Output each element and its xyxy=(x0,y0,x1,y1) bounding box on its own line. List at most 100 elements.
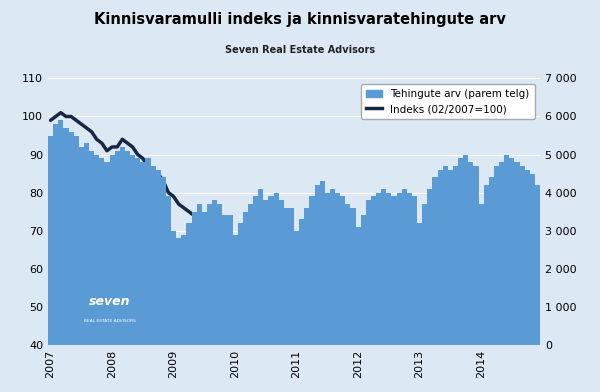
Bar xyxy=(64,128,68,345)
Bar xyxy=(181,234,187,345)
Bar xyxy=(94,154,99,345)
Bar xyxy=(207,204,212,345)
Bar xyxy=(320,181,325,345)
Bar xyxy=(99,158,104,345)
Bar xyxy=(417,223,422,345)
Bar xyxy=(155,170,161,345)
Bar xyxy=(494,166,499,345)
Bar xyxy=(289,208,294,345)
Bar xyxy=(187,223,191,345)
Bar xyxy=(443,166,448,345)
Bar xyxy=(48,136,53,345)
Bar xyxy=(294,231,299,345)
Bar xyxy=(463,154,468,345)
Bar xyxy=(233,234,238,345)
Bar xyxy=(371,196,376,345)
Bar xyxy=(514,162,520,345)
Bar xyxy=(202,212,207,345)
Bar xyxy=(489,178,494,345)
Text: REAL ESTATE ADVISORS: REAL ESTATE ADVISORS xyxy=(83,319,136,323)
Bar xyxy=(366,200,371,345)
Bar xyxy=(335,192,340,345)
Bar xyxy=(166,196,171,345)
Bar xyxy=(222,216,227,345)
Bar xyxy=(340,196,345,345)
Bar xyxy=(468,162,473,345)
Bar xyxy=(509,158,514,345)
Bar xyxy=(473,166,479,345)
Bar xyxy=(407,192,412,345)
Bar xyxy=(453,166,458,345)
Bar xyxy=(284,208,289,345)
Text: Kinnisvaramulli indeks ja kinnisvaratehingute arv: Kinnisvaramulli indeks ja kinnisvaratehi… xyxy=(94,12,506,27)
Bar xyxy=(381,189,386,345)
Bar xyxy=(68,132,74,345)
Bar xyxy=(299,219,304,345)
Bar xyxy=(304,208,310,345)
Bar xyxy=(376,192,381,345)
Bar xyxy=(238,223,243,345)
Bar xyxy=(458,158,463,345)
Bar xyxy=(84,143,89,345)
Bar xyxy=(268,196,274,345)
Bar xyxy=(227,216,233,345)
Bar xyxy=(361,216,366,345)
Bar xyxy=(330,189,335,345)
Bar xyxy=(448,170,453,345)
Bar xyxy=(325,192,330,345)
Bar xyxy=(79,147,84,345)
Bar xyxy=(484,185,489,345)
Bar xyxy=(135,158,140,345)
Bar xyxy=(386,192,391,345)
Bar xyxy=(243,212,248,345)
Bar xyxy=(504,154,509,345)
Bar xyxy=(145,158,151,345)
Bar xyxy=(104,162,110,345)
Bar xyxy=(350,208,355,345)
Bar xyxy=(274,192,278,345)
Bar xyxy=(120,147,125,345)
Bar xyxy=(140,162,145,345)
Bar xyxy=(391,196,397,345)
Bar xyxy=(412,196,417,345)
Bar xyxy=(248,204,253,345)
Bar xyxy=(314,185,320,345)
Bar xyxy=(524,170,530,345)
Bar xyxy=(345,204,350,345)
Bar xyxy=(217,204,222,345)
Bar xyxy=(535,185,540,345)
Bar xyxy=(197,204,202,345)
Bar xyxy=(427,189,433,345)
Bar xyxy=(89,151,94,345)
Bar xyxy=(520,166,524,345)
Bar xyxy=(263,200,268,345)
Bar xyxy=(151,166,155,345)
Bar xyxy=(125,151,130,345)
Bar xyxy=(437,170,443,345)
Bar xyxy=(355,227,361,345)
Legend: Tehingute arv (parem telg), Indeks (02/2007=100): Tehingute arv (parem telg), Indeks (02/2… xyxy=(361,83,535,119)
Bar xyxy=(110,154,115,345)
Bar xyxy=(171,231,176,345)
Bar xyxy=(422,204,427,345)
Bar xyxy=(161,178,166,345)
Bar xyxy=(253,196,258,345)
Bar xyxy=(397,192,401,345)
Bar xyxy=(310,196,314,345)
Bar xyxy=(74,136,79,345)
Bar xyxy=(499,162,504,345)
Bar xyxy=(530,174,535,345)
Bar xyxy=(433,178,437,345)
Text: seven: seven xyxy=(89,296,130,309)
Bar xyxy=(58,120,64,345)
Bar xyxy=(401,189,407,345)
Bar xyxy=(212,200,217,345)
Bar xyxy=(176,238,181,345)
Bar xyxy=(130,154,135,345)
Bar xyxy=(53,124,58,345)
Bar xyxy=(191,212,197,345)
Bar xyxy=(258,189,263,345)
Text: Seven Real Estate Advisors: Seven Real Estate Advisors xyxy=(225,45,375,55)
Bar xyxy=(278,200,284,345)
Bar xyxy=(479,204,484,345)
